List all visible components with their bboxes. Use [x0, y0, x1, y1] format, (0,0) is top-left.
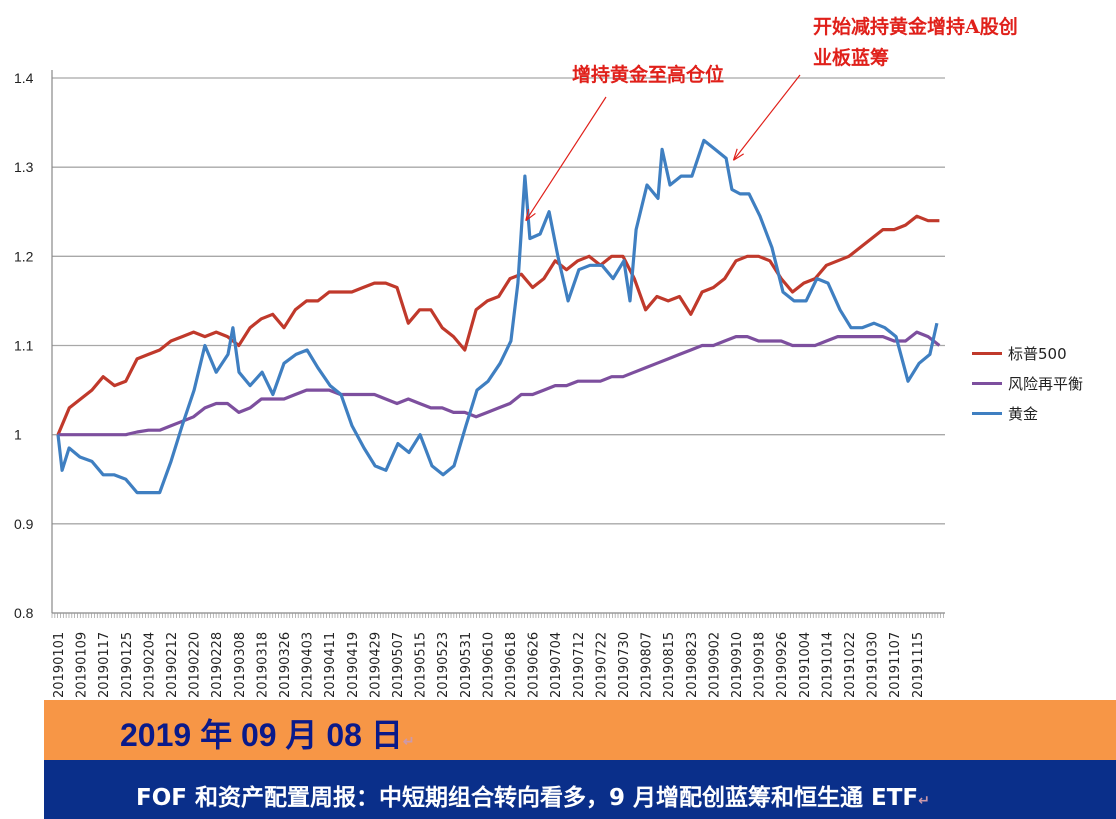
y-tick-label: 1.4 [14, 70, 34, 86]
return-mark: ↵ [918, 793, 930, 809]
y-tick-label: 0.9 [14, 516, 34, 532]
x-tick-label: 20190429 [368, 632, 383, 698]
x-tick-label: 20190523 [436, 632, 451, 698]
x-tick-label: 20190326 [278, 632, 293, 698]
report-title: FOF 和资产配置周报：中短期组合转向看多，9 月增配创蓝筹和恒生通 ETF↵ [136, 778, 930, 812]
x-tick-label: 20190902 [707, 632, 722, 698]
x-tick-label: 20190926 [775, 632, 790, 698]
line-chart: 0.8 0.9 1 1.1 1.2 1.3 1.4 20190101 20190109 20190… [14, 70, 945, 698]
x-tick-label: 20191115 [911, 632, 926, 698]
x-tick-label: 20190807 [640, 632, 655, 698]
x-tick-label: 20190411 [323, 632, 338, 698]
x-tick-label: 20190618 [504, 632, 519, 698]
annotation-reduce-gold: 开始减持黄金增持A股创 业板蓝筹 [813, 12, 1018, 74]
x-tick-label: 20190918 [753, 632, 768, 698]
x-tick-label: 20190704 [549, 632, 564, 698]
y-tick-label: 1 [14, 427, 22, 443]
legend-item-gold: 黄金 [972, 398, 1083, 428]
x-tick-label: 20191107 [888, 632, 903, 698]
legend-swatch [972, 411, 1002, 415]
legend-item-sp500: 标普500 [972, 338, 1083, 368]
y-tick-label: 0.8 [14, 605, 34, 621]
x-tick-label: 20190419 [346, 632, 361, 698]
x-tick-label: 20191030 [866, 632, 881, 698]
annotation-arrow-2 [733, 74, 801, 161]
annotation-arrow-1 [525, 96, 607, 221]
x-tick-label: 20190515 [414, 632, 429, 698]
series-line-gold [56, 138, 939, 495]
x-tick-label: 20190228 [210, 632, 225, 698]
annotation-arrow-1-head [525, 208, 530, 221]
report-date: 2019 年 09 月 08 日↵ [120, 710, 415, 756]
x-tick-label: 20190318 [255, 632, 270, 698]
x-tick-label: 20190531 [459, 632, 474, 698]
x-tick-label: 20190125 [120, 632, 135, 698]
x-tick-label: 20190403 [301, 632, 316, 698]
x-tick-label: 20190730 [617, 632, 632, 698]
x-tick-label: 20190610 [481, 632, 496, 698]
y-tick-label: 1.2 [14, 248, 34, 264]
x-tick-label: 20190507 [391, 632, 406, 698]
x-tick-label: 20190101 [52, 632, 67, 698]
x-tick-label: 20190712 [572, 632, 587, 698]
x-tick-label: 20190220 [188, 632, 203, 698]
legend-label: 标普500 [1008, 344, 1067, 363]
annotation-arrow-2-head [732, 148, 738, 161]
return-mark: ↵ [402, 733, 415, 749]
report-date-text: 2019 年 09 月 08 日 [120, 717, 403, 753]
x-tick-label: 20190308 [233, 632, 248, 698]
x-tick-label: 20190117 [97, 632, 112, 698]
x-tick-label: 20190109 [75, 632, 90, 698]
legend-label: 风险再平衡 [1008, 374, 1084, 393]
report-title-text: FOF 和资产配置周报：中短期组合转向看多，9 月增配创蓝筹和恒生通 ETF [136, 785, 919, 811]
x-tick-label: 20191014 [820, 632, 835, 698]
x-tick-label: 20190815 [662, 632, 677, 698]
annotation-arrow-2-head [733, 153, 744, 161]
legend: 标普500 风险再平衡 黄金 [972, 338, 1083, 428]
title-banner: FOF 和资产配置周报：中短期组合转向看多，9 月增配创蓝筹和恒生通 ETF↵ [44, 760, 1116, 819]
x-tick-label: 20190626 [527, 632, 542, 698]
y-tick-label: 1.1 [14, 338, 34, 354]
x-tick-label: 20190722 [594, 632, 609, 698]
series-line-risk-parity [58, 330, 941, 437]
x-tick-label: 20191022 [843, 632, 858, 698]
legend-swatch [972, 381, 1002, 385]
x-tick-label: 20190212 [165, 632, 180, 698]
legend-swatch [972, 351, 1002, 355]
x-tick-label: 20190823 [685, 632, 700, 698]
annotation-line-1: 开始减持黄金增持A股创 [813, 16, 1018, 38]
annotation-arrow-1-head [525, 212, 536, 222]
series-line-sp500 [56, 214, 940, 436]
annotation-line-2: 业板蓝筹 [813, 47, 890, 69]
date-banner: 2019 年 09 月 08 日↵ [44, 700, 1116, 760]
y-tick-label: 1.3 [14, 159, 34, 175]
x-tick-label: 20191004 [798, 632, 813, 698]
x-tick-label: 20190204 [142, 632, 157, 698]
annotation-increase-gold: 增持黄金至高仓位 [572, 64, 725, 86]
legend-label: 黄金 [1008, 404, 1039, 423]
legend-item-risk-parity: 风险再平衡 [972, 368, 1083, 398]
x-tick-label: 20190910 [730, 632, 745, 698]
